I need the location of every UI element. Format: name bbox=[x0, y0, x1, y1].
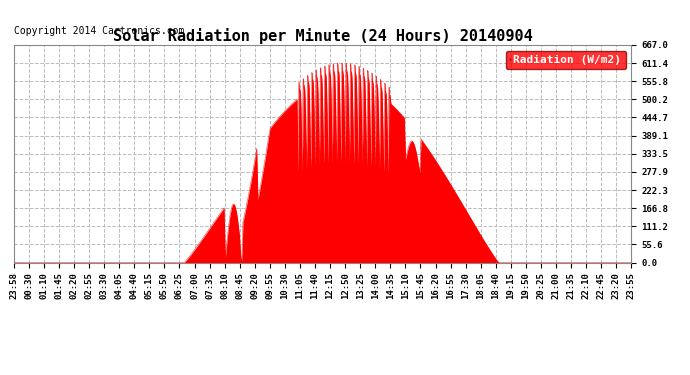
Title: Solar Radiation per Minute (24 Hours) 20140904: Solar Radiation per Minute (24 Hours) 20… bbox=[112, 28, 533, 44]
Text: Copyright 2014 Cartronics.com: Copyright 2014 Cartronics.com bbox=[14, 26, 184, 36]
Legend: Radiation (W/m2): Radiation (W/m2) bbox=[506, 51, 626, 69]
